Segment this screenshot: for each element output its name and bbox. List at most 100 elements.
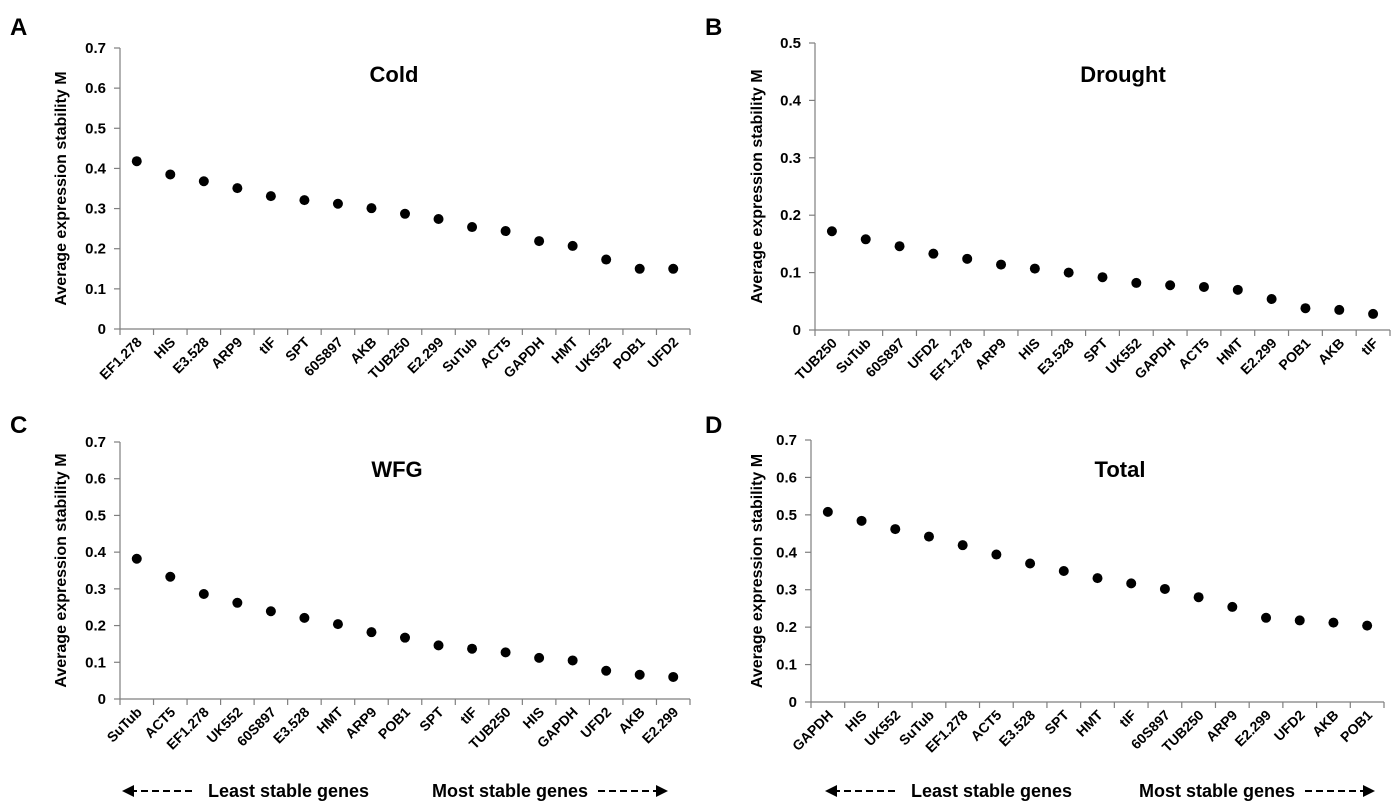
data-point-sutub xyxy=(923,531,934,542)
least-stable-label: Least stable genes xyxy=(911,781,1072,801)
data-point-ef1-278 xyxy=(962,253,973,264)
data-point-ef1-278 xyxy=(198,588,209,599)
most-stable-label: Most stable genes xyxy=(1139,781,1295,801)
x-tick-label: HIS xyxy=(151,334,179,362)
data-point-act5 xyxy=(991,549,1002,560)
data-point-arp9 xyxy=(366,627,377,638)
y-tick-label: 0.5 xyxy=(776,507,797,524)
data-point-his xyxy=(1029,263,1040,274)
y-tick-label: 0 xyxy=(98,691,106,708)
y-tick-label: 0.3 xyxy=(776,582,797,599)
data-point-tif xyxy=(1126,578,1137,589)
x-tick-label: SuTub xyxy=(104,704,145,745)
x-tick-label: SPT xyxy=(416,703,447,734)
x-tick-label: EF1.278 xyxy=(96,334,145,383)
y-tick-label: 0.2 xyxy=(780,207,801,224)
data-point-e3-528 xyxy=(299,612,310,623)
data-point-pob1 xyxy=(1362,620,1373,631)
data-point-ufd2 xyxy=(1294,615,1305,626)
y-axis-label: Average expression stability M xyxy=(749,69,766,303)
data-point-spt xyxy=(1058,566,1069,576)
y-tick-label: 0.2 xyxy=(776,619,797,636)
x-tick-label: ARP9 xyxy=(971,335,1009,373)
y-tick-label: 0.3 xyxy=(85,581,106,598)
x-tick-label: SPT xyxy=(1041,706,1072,737)
x-tick-label: UK552 xyxy=(861,707,903,749)
y-tick-label: 0.2 xyxy=(85,241,106,258)
data-point-spt xyxy=(1097,272,1108,283)
x-tick-label: E3.528 xyxy=(270,704,313,747)
data-point-uk552 xyxy=(601,254,612,265)
y-tick-label: 0 xyxy=(98,321,106,338)
y-tick-label: 0.7 xyxy=(85,40,106,57)
y-axis-label: Average expression stability M xyxy=(53,453,70,687)
data-point-sutub xyxy=(860,234,871,245)
least-stable-label: Least stable genes xyxy=(208,781,369,801)
stability-arrow-bottom_right: Least stable genes Most stable genes xyxy=(825,781,1375,801)
x-tick-label: tIF xyxy=(1116,706,1140,730)
data-point-e2-299 xyxy=(668,671,679,682)
x-tick-label: E3.528 xyxy=(1034,335,1077,378)
data-point-tif xyxy=(467,643,478,654)
y-tick-label: 0.1 xyxy=(85,654,106,671)
data-point-spt xyxy=(299,195,310,206)
y-tick-label: 0.4 xyxy=(780,92,802,109)
x-tick-label: tIF xyxy=(457,703,481,727)
x-tick-label: POB1 xyxy=(1275,335,1313,373)
y-tick-label: 0.6 xyxy=(85,80,106,97)
arrowhead-right-icon xyxy=(656,785,668,797)
data-point-act5 xyxy=(1198,281,1209,292)
y-tick-label: 0 xyxy=(793,322,801,339)
y-tick-label: 0.5 xyxy=(85,120,106,137)
y-tick-label: 0.5 xyxy=(780,35,801,52)
panel-letter: A xyxy=(10,14,27,41)
y-tick-label: 0.2 xyxy=(85,618,106,635)
data-point-60s897 xyxy=(265,606,276,617)
x-tick-label: GAPDH xyxy=(789,707,836,754)
y-tick-label: 0.1 xyxy=(780,265,801,282)
x-tick-label: ARP9 xyxy=(208,334,246,372)
stability-arrow-bottom_left: Least stable genes Most stable genes xyxy=(122,781,668,801)
x-tick-label: UFD2 xyxy=(1271,707,1308,744)
x-tick-label: POB1 xyxy=(610,334,648,372)
panel-letter: B xyxy=(705,14,722,41)
data-point-ufd2 xyxy=(928,248,939,259)
data-point-gapdh xyxy=(567,655,578,666)
data-point-act5 xyxy=(165,571,176,582)
arrowhead-right-icon xyxy=(1363,785,1375,797)
x-tick-label: UK552 xyxy=(572,334,614,376)
data-point-sutub xyxy=(467,222,478,233)
y-tick-label: 0.3 xyxy=(85,201,106,218)
arrowhead-left-icon xyxy=(825,785,837,797)
y-tick-label: 0.7 xyxy=(776,432,797,449)
data-point-pob1 xyxy=(400,632,410,643)
x-tick-label: HIS xyxy=(1015,335,1043,363)
y-tick-label: 0.1 xyxy=(85,281,106,298)
data-point-hmt xyxy=(567,240,578,251)
data-point-akb xyxy=(1334,304,1345,315)
data-point-akb xyxy=(634,669,645,680)
data-point-60s897 xyxy=(894,241,905,252)
x-tick-label: tIF xyxy=(1358,334,1382,358)
panel-letter: D xyxy=(705,412,722,439)
y-axis-label: Average expression stability M xyxy=(53,71,70,305)
y-tick-label: 0.7 xyxy=(85,434,106,451)
chart-title: WFG xyxy=(371,457,422,482)
x-tick-label: ARP9 xyxy=(342,704,380,742)
y-tick-label: 0 xyxy=(789,694,797,711)
y-tick-label: 0.5 xyxy=(85,507,106,524)
data-point-pob1 xyxy=(1300,303,1311,314)
y-tick-label: 0.3 xyxy=(780,150,801,167)
data-point-hmt xyxy=(1232,284,1243,295)
data-point-ufd2 xyxy=(601,665,612,676)
panel-a: A Cold Average expression stability M 0 0.1 0… xyxy=(10,14,691,383)
data-point-e3-528 xyxy=(1063,267,1074,278)
data-point-sutub xyxy=(131,553,142,564)
data-point-60s897 xyxy=(1159,583,1170,594)
x-tick-label: HMT xyxy=(1073,706,1106,739)
x-tick-label: AKB xyxy=(1315,335,1348,368)
x-tick-label: E3.528 xyxy=(996,707,1039,750)
data-point-hmt xyxy=(332,619,343,630)
x-tick-label: TUB250 xyxy=(792,335,840,383)
data-point-uk552 xyxy=(1131,277,1142,288)
